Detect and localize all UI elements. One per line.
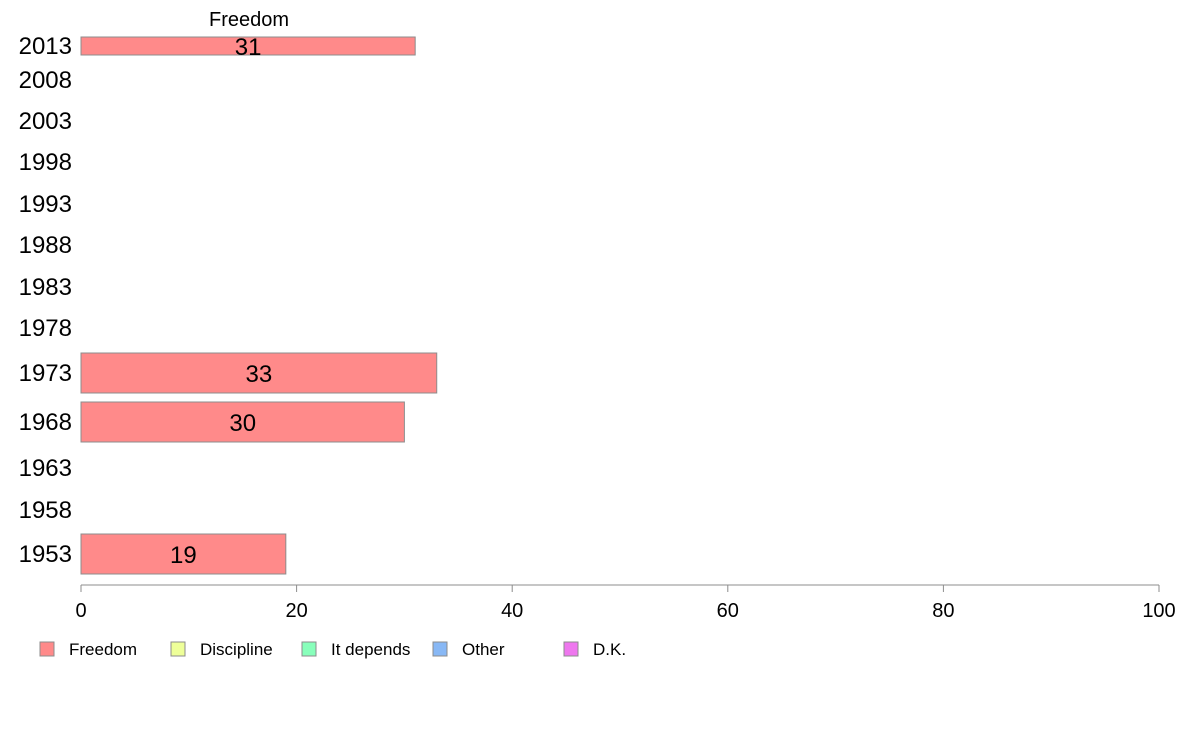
bar bbox=[80, 352, 438, 394]
legend-item: It depends bbox=[301, 640, 410, 659]
legend-label: It depends bbox=[331, 640, 410, 659]
legend-label: D.K. bbox=[593, 640, 626, 659]
y-tick-label: 2003 bbox=[19, 108, 72, 135]
y-tick-label: 2013 bbox=[19, 33, 72, 60]
y-tick-label: 1983 bbox=[19, 274, 72, 301]
y-tick-label: 1953 bbox=[19, 541, 72, 568]
y-tick-label: 1988 bbox=[19, 232, 72, 259]
legend-label: Freedom bbox=[69, 640, 137, 659]
legend-label: Other bbox=[462, 640, 505, 659]
x-tick-label: 0 bbox=[75, 600, 86, 622]
legend-item: D.K. bbox=[563, 640, 626, 659]
y-tick-label: 1993 bbox=[19, 191, 72, 218]
legend: Freedom Discipline It depends Other D.K. bbox=[39, 640, 626, 659]
legend-item: Other bbox=[432, 640, 505, 659]
y-tick-label: 1978 bbox=[19, 315, 72, 342]
y-tick-label: 1968 bbox=[19, 409, 72, 436]
y-tick-label: 2008 bbox=[19, 67, 72, 94]
data-label: 31 bbox=[235, 34, 262, 61]
x-tick-label: 60 bbox=[717, 600, 739, 622]
legend-swatch bbox=[301, 641, 317, 657]
data-label: 19 bbox=[170, 542, 197, 569]
legend-item: Freedom bbox=[39, 640, 137, 659]
legend-label: Discipline bbox=[200, 640, 273, 659]
y-tick-label: 1958 bbox=[19, 497, 72, 524]
x-tick-label: 40 bbox=[501, 600, 523, 622]
data-label: 30 bbox=[229, 410, 256, 437]
legend-swatch bbox=[432, 641, 448, 657]
bars-group: 31 33 30 19 bbox=[80, 34, 438, 575]
y-tick-label: 1998 bbox=[19, 149, 72, 176]
y-tick-label: 1963 bbox=[19, 455, 72, 482]
x-tick-label: 80 bbox=[932, 600, 954, 622]
bar bbox=[80, 36, 416, 56]
bar bbox=[80, 401, 405, 443]
x-tick-label: 20 bbox=[285, 600, 307, 622]
chart-title: Freedom bbox=[209, 9, 289, 31]
data-label: 33 bbox=[246, 361, 273, 388]
bar bbox=[80, 533, 287, 575]
y-axis-labels: 2013 2008 2003 1998 1993 1988 1983 1978 1973 1968… bbox=[19, 33, 72, 568]
legend-swatch bbox=[170, 641, 186, 657]
legend-item: Discipline bbox=[170, 640, 273, 659]
x-axis: 0 20 40 60 80 100 bbox=[75, 584, 1176, 622]
y-tick-label: 1973 bbox=[19, 360, 72, 387]
x-tick-label: 100 bbox=[1142, 600, 1175, 622]
legend-swatch bbox=[39, 641, 55, 657]
legend-swatch bbox=[563, 641, 579, 657]
